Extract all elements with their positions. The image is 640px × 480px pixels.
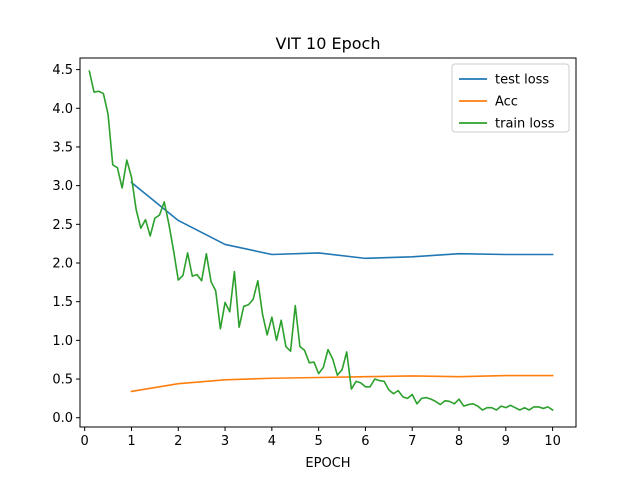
y-tick-label: 2.5 — [52, 218, 73, 233]
y-tick-label: 4.5 — [52, 63, 73, 78]
y-tick-label: 4.0 — [52, 102, 73, 117]
legend-entry-label: train loss — [495, 117, 555, 132]
plot-frame — [79, 57, 577, 428]
x-tick-label: 10 — [544, 434, 561, 449]
x-tick-label: 5 — [315, 434, 323, 449]
x-tick-label: 4 — [268, 434, 276, 449]
legend-entry-label: Acc — [495, 95, 518, 110]
series-line-train-loss — [88, 70, 554, 412]
y-tick-label: 0.5 — [52, 373, 73, 388]
x-axis: 0 1 2 3 4 5 6 7 8 9 10 — [81, 427, 561, 449]
series-group — [88, 70, 554, 412]
series-line-test-loss — [130, 181, 554, 260]
x-axis-label: EPOCH — [305, 456, 350, 471]
y-tick-label: 0.0 — [52, 411, 73, 426]
x-tick-label: 1 — [127, 434, 135, 449]
legend-frame — [451, 63, 570, 133]
chart-title: VIT 10 Epoch — [276, 34, 381, 53]
x-tick-label: 9 — [502, 434, 510, 449]
y-tick-label: 2.0 — [52, 257, 73, 272]
legend: test loss Acc train loss — [451, 63, 570, 133]
x-tick-label: 8 — [455, 434, 463, 449]
x-tick-label: 0 — [81, 434, 89, 449]
x-tick-label: 3 — [221, 434, 229, 449]
series-line-acc — [130, 374, 554, 393]
y-axis: 0.0 0.5 1.0 1.5 2.0 2.5 3.0 3.5 4.0 4.5 — [52, 63, 80, 426]
y-tick-label: 3.5 — [52, 140, 73, 155]
x-tick-label: 2 — [174, 434, 182, 449]
y-tick-label: 1.0 — [52, 334, 73, 349]
y-tick-label: 1.5 — [52, 295, 73, 310]
x-tick-label: 6 — [361, 434, 369, 449]
x-tick-label: 7 — [408, 434, 416, 449]
legend-entry-label: test loss — [495, 73, 549, 88]
y-tick-label: 3.0 — [52, 179, 73, 194]
